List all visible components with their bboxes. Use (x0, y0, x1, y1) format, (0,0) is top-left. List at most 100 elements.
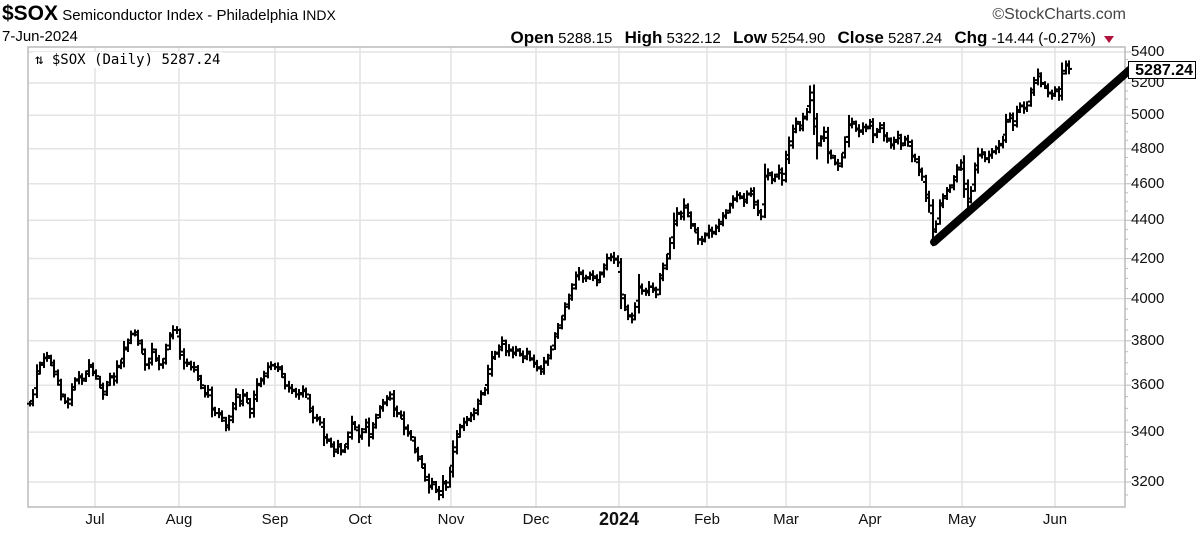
ohlc-bar (800, 112, 806, 132)
ohlc-bar (247, 398, 253, 419)
ohlc-bar (44, 351, 50, 362)
x-tick-label: Apr (858, 511, 882, 528)
ohlc-bar (457, 423, 463, 438)
ohlc-bar (548, 345, 554, 360)
ohlc-bar (632, 302, 638, 321)
copyright: ©StockCharts.com (992, 6, 1126, 23)
ohlc-bar (856, 124, 862, 138)
ohlc-bar (261, 370, 267, 385)
ohlc-bar (184, 358, 190, 367)
x-tick-label: Sep (261, 511, 289, 528)
ohlc-bar (464, 415, 470, 427)
ohlc-bar (765, 168, 771, 181)
ohlc-bar (373, 413, 379, 429)
ohlc-bar (891, 136, 897, 150)
ohlc-bars (27, 60, 1072, 501)
ohlc-bar (772, 173, 778, 183)
x-tick-label: Dec (522, 511, 550, 528)
ohlc-bar (317, 416, 323, 426)
ohlc-bar (919, 167, 925, 181)
ohlc-bar (653, 286, 659, 299)
ohlc-bar (786, 136, 792, 165)
ohlc-bar (905, 134, 911, 147)
ohlc-bar (205, 385, 211, 398)
ohlc-bar (744, 190, 750, 204)
ohlc-bar (506, 344, 512, 357)
ohlc-bar (968, 186, 974, 204)
x-tick-label: Oct (348, 511, 372, 528)
ohlc-bar (688, 211, 694, 230)
ohlc-bar (401, 411, 407, 436)
ohlc-bar (576, 267, 582, 281)
ohlc-bar (961, 155, 967, 198)
ohlc-bar (471, 407, 477, 421)
ohlc-bar (723, 209, 729, 220)
up-down-arrows-icon: ⇅ (35, 52, 44, 68)
ohlc-bar (65, 397, 71, 409)
ohlc-bar (149, 342, 155, 366)
y-tick-label: 5400 (1131, 43, 1165, 60)
ohlc-bar (835, 158, 841, 171)
ohlc-bar (597, 271, 603, 284)
ohlc-bar (338, 442, 344, 456)
ohlc-bar (940, 193, 946, 209)
ohlc-bar (352, 420, 358, 431)
ohlc-bar (716, 218, 722, 233)
ohlc-bar (30, 389, 36, 407)
ohlc-bar (422, 463, 428, 482)
ohlc-bar (513, 345, 519, 357)
ohlc-bar (702, 232, 708, 243)
ohlc-bar (219, 410, 225, 423)
y-tick-label: 5000 (1131, 106, 1165, 124)
ohlc-bar (289, 383, 295, 394)
ohlc-bar (177, 328, 183, 360)
ohlc-bar (982, 151, 988, 163)
ohlc-bar (737, 192, 743, 200)
ohlc-bar (100, 382, 106, 400)
ohlc-bar (1059, 62, 1065, 101)
ohlc-bar (387, 391, 393, 401)
ohlc-bar (443, 479, 449, 491)
ohlc-bar (709, 226, 715, 238)
x-tick-label: Jul (85, 511, 105, 528)
ohlc-bar (485, 364, 491, 395)
ohlc-bar (415, 446, 421, 462)
down-triangle-icon (1104, 35, 1114, 43)
ohlc-bar (590, 270, 596, 282)
legend-text: $SOX (Daily) 5287.24 (51, 52, 221, 68)
y-tick-label: 4200 (1131, 249, 1165, 267)
ohlc-bar (499, 336, 505, 352)
x-tick-label: Nov (437, 511, 465, 528)
ohlc-bar (233, 388, 239, 411)
last-price-tag: 5287.24 (1128, 61, 1196, 79)
ohlc-bar (450, 440, 456, 478)
y-tick-label: 3800 (1131, 331, 1165, 349)
ohlc-bar (667, 237, 673, 260)
ohlc-bar (849, 117, 855, 129)
ohlc-bar (569, 283, 575, 301)
ohlc-bar (828, 149, 834, 160)
y-tick-label: 4000 (1131, 289, 1165, 307)
ohlc-bar (303, 387, 309, 399)
ohlc-bar (541, 356, 547, 375)
x-tick-label: Jun (1042, 511, 1068, 528)
ohlc-bar (51, 359, 57, 378)
ohlc-bar (135, 329, 141, 346)
ohlc-bar (751, 187, 757, 209)
y-tick-label: 3200 (1131, 473, 1165, 490)
ohlc-bar (1052, 86, 1058, 97)
grid-lines (28, 47, 1125, 507)
ohlc-bar (611, 251, 617, 264)
x-tick-label: 2024 (598, 509, 640, 529)
ohlc-bar (520, 350, 526, 364)
low-value: 5254.90 (771, 30, 826, 47)
x-tick-label: Mar (773, 511, 799, 528)
ohlc-bar (1010, 112, 1016, 131)
ohlc-bar (674, 207, 680, 227)
ohlc-bar (758, 209, 764, 221)
ohlc-bar (240, 389, 246, 407)
ohlc-bar (86, 359, 92, 378)
ohlc-bar (954, 164, 960, 183)
chart-title: $SOX Semiconductor Index - Philadelphia … (2, 2, 336, 26)
trendline (930, 63, 1137, 246)
